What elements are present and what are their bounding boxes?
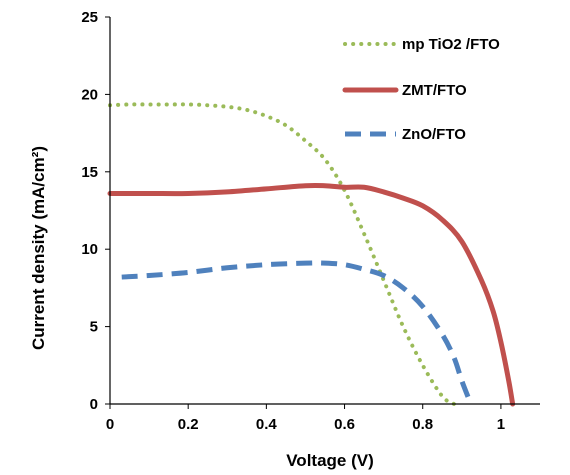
legend: mp TiO2 /FTO ZMT/FTO ZnO/FTO [342,36,500,143]
series-line-2 [107,182,516,407]
x-tick-label: 1 [497,416,505,433]
x-tick-label: 0.4 [256,416,278,433]
x-tick-label: 0.8 [412,416,433,433]
y-tick-label: 5 [90,319,98,336]
y-tick-label: 25 [81,9,98,26]
y-tick-label: 15 [81,164,98,181]
series-line-3 [121,260,472,402]
legend-label-1: mp TiO2 /FTO [402,36,500,53]
series-layer [107,102,516,407]
y-tick-label: 20 [81,86,98,103]
y-tick-label: 10 [81,241,98,258]
legend-label-2: ZMT/FTO [402,82,467,99]
series-line-1 [108,102,456,406]
y-axis-title: Current density (mA/cm²) [29,146,48,350]
y-tick-label: 0 [90,396,98,413]
legend-label-3: ZnO/FTO [402,126,466,143]
x-tick-label: 0.2 [178,416,199,433]
axes-layer [109,17,540,405]
x-axis-title: Voltage (V) [286,451,374,470]
ticks-layer: 0 5 10 15 20 25 0 0.2 0.4 0.6 0.8 1 [81,9,505,433]
x-tick-label: 0 [106,416,114,433]
x-tick-label: 0.6 [334,416,355,433]
